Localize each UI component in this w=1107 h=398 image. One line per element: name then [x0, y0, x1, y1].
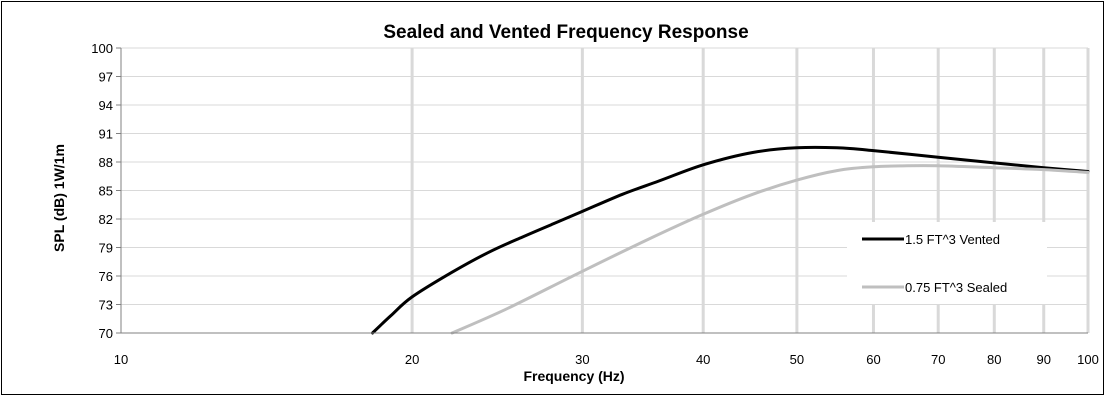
x-axis-title: Frequency (Hz)	[523, 368, 624, 384]
y-tick-label: 88	[99, 155, 113, 170]
y-tick-label: 97	[99, 70, 113, 85]
y-tick-label: 94	[99, 98, 113, 113]
y-tick-label: 73	[99, 298, 113, 313]
series-line-vented	[371, 145, 1090, 335]
x-tick-label: 90	[1037, 352, 1051, 367]
legend-box	[847, 222, 1047, 304]
series-line-sealed	[450, 164, 1090, 335]
y-tick-label: 82	[99, 212, 113, 227]
x-tick-label: 20	[405, 352, 419, 367]
axis-layer: 10 20 30 40 50 60 70 80 90 100 70 73 76 79 82 85 88 91 94 9…	[91, 41, 1099, 367]
x-tick-label: 50	[790, 352, 804, 367]
y-axis-title: SPL (dB) 1W/1m	[51, 144, 67, 252]
y-tick-label: 70	[99, 326, 113, 341]
y-tick-label: 91	[99, 127, 113, 142]
legend-label: 1.5 FT^3 Vented	[905, 232, 1000, 247]
x-tick-label: 30	[575, 352, 589, 367]
y-tick-label: 76	[99, 269, 113, 284]
chart-title: Sealed and Vented Frequency Response	[383, 22, 748, 43]
x-tick-label: 60	[866, 352, 880, 367]
legend: 1.5 FT^3 Vented 0.75 FT^3 Sealed	[847, 222, 1047, 304]
series-layer	[371, 145, 1090, 335]
x-tick-label: 80	[987, 352, 1001, 367]
x-tick-label: 40	[696, 352, 710, 367]
x-tick-label: 100	[1077, 352, 1099, 367]
y-tick-label: 100	[91, 41, 113, 56]
x-tick-label: 10	[114, 352, 128, 367]
y-tick-label: 85	[99, 184, 113, 199]
y-tick-label: 79	[99, 241, 113, 256]
legend-label: 0.75 FT^3 Sealed	[905, 280, 1007, 295]
x-tick-label: 70	[931, 352, 945, 367]
